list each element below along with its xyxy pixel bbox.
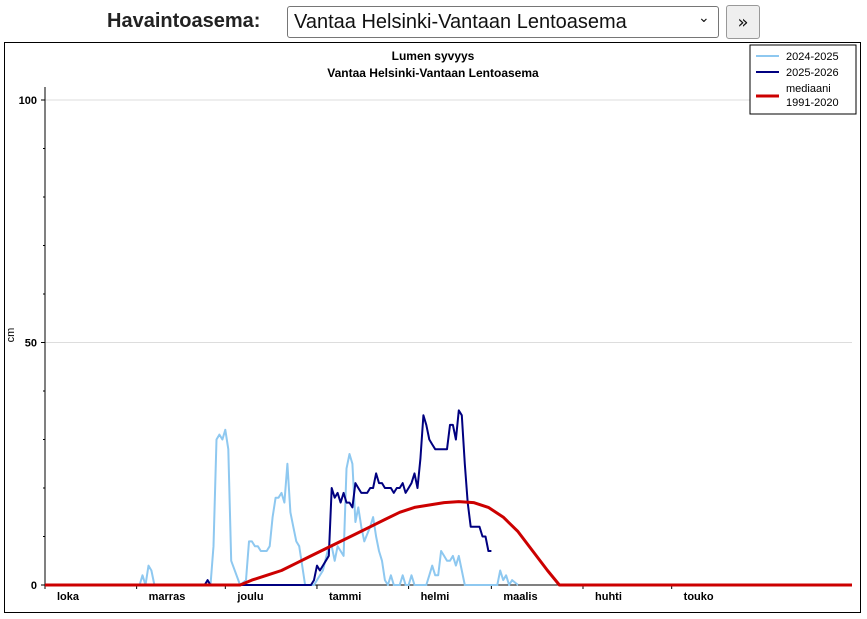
x-tick-label-marras: marras: [149, 591, 186, 603]
legend-label-median-line1: mediaani: [786, 83, 831, 95]
legend-label-2024-2025: 2024-2025: [786, 51, 839, 63]
y-tick-label-100: 100: [19, 95, 37, 107]
legend-label-2025-2026: 2025-2026: [786, 67, 839, 79]
chart-title: Lumen syvyys: [392, 49, 475, 63]
chart-frame: [4, 42, 861, 613]
x-tick-label-huhti: huhti: [595, 591, 622, 603]
next-station-button[interactable]: »: [726, 5, 760, 39]
y-tick-label-50: 50: [25, 338, 37, 350]
y-axis-label: cm: [5, 328, 17, 343]
series-line-2025-2026: [45, 409, 492, 586]
legend-box: [749, 44, 857, 115]
station-select[interactable]: Vantaa Helsinki-Vantaan Lentoasema: [287, 6, 719, 38]
chart-subtitle: Vantaa Helsinki-Vantaan Lentoasema: [327, 66, 539, 80]
x-tick-label-loka: loka: [57, 591, 80, 603]
x-ticks: loka marras joulu tammi helmi maalis huhti touk…: [44, 585, 714, 603]
x-tick-label-tammi: tammi: [329, 591, 361, 603]
toolbar: Havaintoasema: Vantaa Helsinki-Vantaan L…: [0, 0, 867, 40]
series-lines: [45, 409, 852, 587]
x-tick-label-maalis: maalis: [503, 591, 537, 603]
axes: cm: [5, 87, 852, 586]
x-tick-label-helmi: helmi: [421, 591, 450, 603]
x-tick-label-joulu: joulu: [236, 591, 263, 603]
y-tick-label-0: 0: [31, 580, 37, 592]
station-label: Havaintoasema:: [107, 10, 261, 32]
grid-lines: [45, 99, 852, 343]
series-line-mediaani: [45, 500, 852, 587]
y-ticks: 0 50 100: [19, 95, 45, 592]
legend: 2024-2025 2025-2026 mediaani 1991-2020: [749, 44, 857, 115]
legend-label-median-line2: 1991-2020: [786, 97, 839, 109]
series-line-2024-2025: [45, 428, 519, 586]
x-tick-label-touko: touko: [684, 591, 714, 603]
